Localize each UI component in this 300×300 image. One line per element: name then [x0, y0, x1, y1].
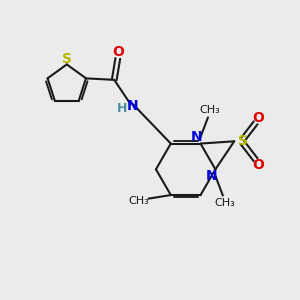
- Text: S: S: [62, 52, 72, 66]
- Text: CH₃: CH₃: [214, 198, 235, 208]
- Text: N: N: [127, 99, 139, 113]
- Text: N: N: [191, 130, 203, 144]
- Text: CH₃: CH₃: [129, 196, 149, 206]
- Text: O: O: [253, 158, 265, 172]
- Text: H: H: [117, 102, 128, 115]
- Text: O: O: [112, 45, 124, 59]
- Text: N: N: [206, 169, 218, 183]
- Text: CH₃: CH₃: [200, 105, 220, 115]
- Text: O: O: [253, 110, 265, 124]
- Text: S: S: [238, 134, 248, 148]
